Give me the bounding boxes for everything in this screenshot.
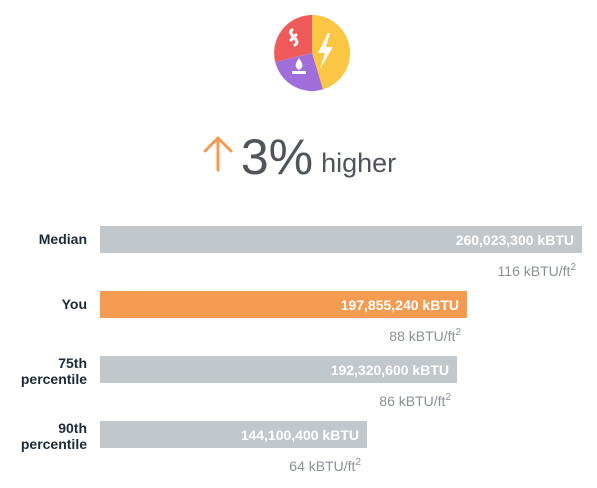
category-label: 90th percentile: [21, 420, 87, 452]
bar-value-label: 197,855,240 kBTU: [341, 297, 459, 313]
bar-value-label: 192,320,600 kBTU: [331, 362, 449, 378]
flame-icon: [289, 28, 299, 47]
intensity-label: 64 kBTU/ft2: [289, 457, 361, 474]
lightning-icon: [318, 33, 333, 69]
comparison-percent: 3%: [240, 129, 314, 185]
fuel-drop-icon: [292, 58, 306, 74]
category-label: 75th percentile: [21, 355, 87, 387]
energy-pie-logo-icon: [274, 14, 351, 91]
intensity-label: 116 kBTU/ft2: [498, 262, 577, 279]
bar-3: [100, 421, 367, 448]
bar-value-label: 260,023,300 kBTU: [456, 232, 574, 248]
comparison-word: higher: [321, 147, 397, 178]
logo-slice-yellow: [312, 14, 351, 90]
bar-0: [100, 226, 582, 253]
comparison-headline: 3% higher: [0, 128, 597, 198]
arrow-up-icon: [203, 136, 233, 172]
category-label: You: [62, 296, 87, 312]
bar-value-label: 144,100,400 kBTU: [241, 427, 359, 443]
category-label: Median: [39, 231, 87, 247]
intensity-label: 86 kBTU/ft2: [379, 392, 451, 409]
bar-1: [100, 291, 467, 318]
bar-2: [100, 356, 457, 383]
intensity-label: 88 kBTU/ft2: [389, 327, 461, 344]
